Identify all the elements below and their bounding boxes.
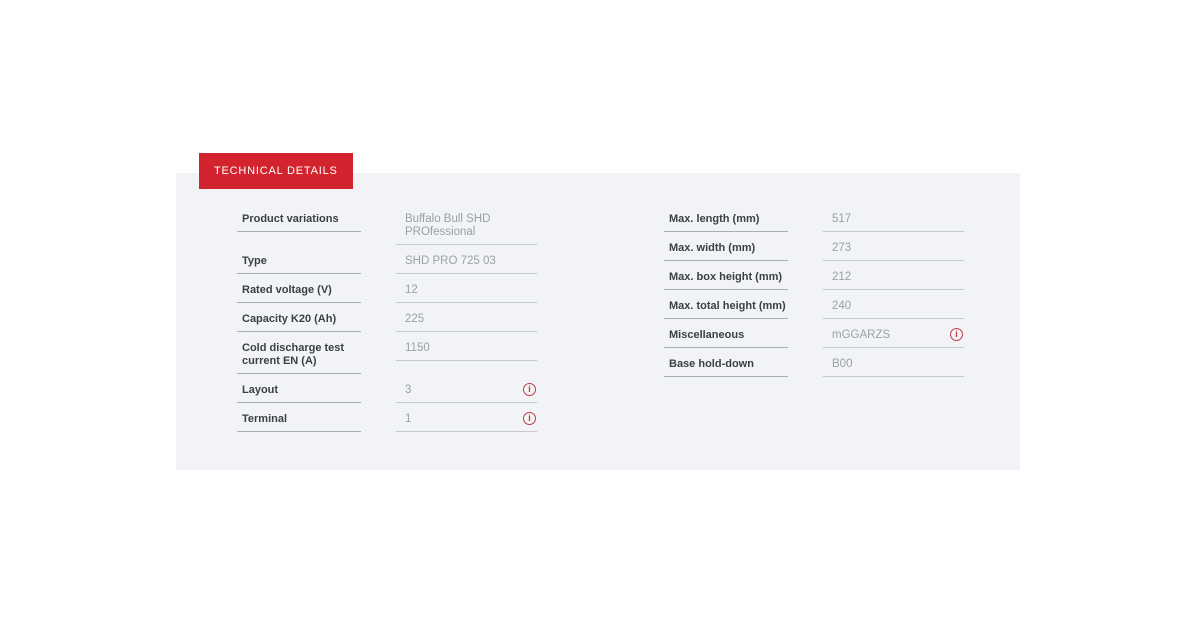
spec-label: Max. length (mm) (664, 213, 788, 232)
technical-details-panel: TECHNICAL DETAILS Product variations Buf… (176, 153, 1020, 470)
spec-value-text: 517 (832, 213, 852, 225)
spec-value: SHD PRO 725 03 (396, 255, 537, 274)
spec-value: 12 (396, 284, 537, 303)
spec-label: Layout (237, 384, 361, 403)
spec-value-text: mGGARZS (832, 329, 891, 341)
info-icon[interactable]: i (523, 383, 536, 396)
spec-value: 1 i (396, 412, 537, 432)
spec-label: Base hold-down (664, 358, 788, 377)
spec-row: Miscellaneous mGGARZS i (664, 328, 964, 348)
spec-label: Cold discharge test current EN (A) (237, 342, 361, 374)
spec-value-text: 212 (832, 271, 852, 283)
spec-value: 212 (823, 271, 964, 290)
spec-value-text: 240 (832, 300, 852, 312)
spec-row: Layout 3 i (237, 383, 537, 403)
spec-row: Capacity K20 (Ah) 225 (237, 313, 537, 332)
spec-column-left: Product variations Buffalo Bull SHD PROf… (237, 213, 537, 442)
spec-row: Base hold-down B00 (664, 358, 964, 377)
spec-value: Buffalo Bull SHD PROfessional (396, 213, 537, 245)
spec-row: Max. box height (mm) 212 (664, 271, 964, 290)
spec-value-text: 1 (405, 413, 412, 425)
spec-value-text: 225 (405, 313, 425, 325)
spec-label: Terminal (237, 413, 361, 432)
spec-value: 3 i (396, 383, 537, 403)
spec-row: Product variations Buffalo Bull SHD PROf… (237, 213, 537, 245)
spec-value: 240 (823, 300, 964, 319)
spec-label: Max. box height (mm) (664, 271, 788, 290)
spec-row: Max. total height (mm) 240 (664, 300, 964, 319)
info-icon[interactable]: i (523, 412, 536, 425)
spec-row: Max. width (mm) 273 (664, 242, 964, 261)
spec-label: Product variations (237, 213, 361, 232)
spec-value: 225 (396, 313, 537, 332)
spec-columns: Product variations Buffalo Bull SHD PROf… (237, 213, 1020, 442)
spec-label: Type (237, 255, 361, 274)
spec-value: 1150 (396, 342, 537, 361)
spec-value-text: 1150 (405, 342, 430, 354)
spec-column-right: Max. length (mm) 517 Max. width (mm) 273… (664, 213, 964, 442)
spec-label: Capacity K20 (Ah) (237, 313, 361, 332)
spec-value-text: 273 (832, 242, 852, 254)
spec-value: mGGARZS i (823, 328, 964, 348)
spec-label: Max. width (mm) (664, 242, 788, 261)
spec-value-text: 12 (405, 284, 418, 296)
spec-label: Max. total height (mm) (664, 300, 788, 319)
info-icon[interactable]: i (950, 328, 963, 341)
spec-value: 273 (823, 242, 964, 261)
spec-row: Type SHD PRO 725 03 (237, 255, 537, 274)
spec-value: B00 (823, 358, 964, 377)
spec-row: Cold discharge test current EN (A) 1150 (237, 342, 537, 374)
spec-value-text: Buffalo Bull SHD PROfessional (405, 213, 491, 238)
spec-value-text: 3 (405, 384, 412, 396)
spec-row: Max. length (mm) 517 (664, 213, 964, 232)
spec-value-text: B00 (832, 358, 853, 370)
spec-row: Rated voltage (V) 12 (237, 284, 537, 303)
spec-label: Miscellaneous (664, 329, 788, 348)
technical-details-header: TECHNICAL DETAILS (199, 153, 353, 189)
spec-row: Terminal 1 i (237, 412, 537, 432)
spec-value: 517 (823, 213, 964, 232)
spec-label: Rated voltage (V) (237, 284, 361, 303)
spec-value-text: SHD PRO 725 03 (405, 255, 496, 267)
